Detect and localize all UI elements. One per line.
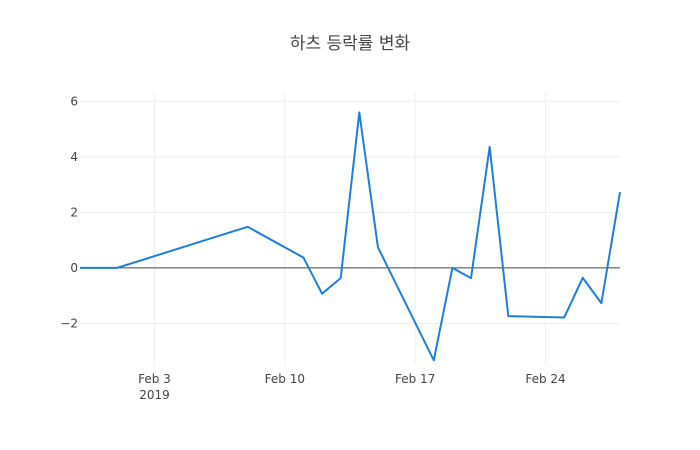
x-axis-ticks: Feb 3 2019 Feb 10 Feb 17 Feb 24 — [138, 372, 566, 402]
x-tick-year-label: 2019 — [139, 388, 170, 402]
y-axis-ticks: −2 0 2 4 6 — [60, 94, 78, 330]
y-tick-label: 4 — [70, 150, 78, 164]
x-tick-label: Feb 24 — [525, 372, 565, 386]
grid-layer — [80, 93, 620, 365]
chart-title: 하츠 등락률 변화 — [290, 34, 411, 54]
series-layer — [80, 111, 621, 362]
x-tick-label: Feb 3 — [138, 372, 171, 386]
y-tick-label: 0 — [70, 261, 78, 275]
series-line — [80, 111, 621, 362]
x-tick-label: Feb 10 — [265, 372, 305, 386]
y-tick-label: −2 — [60, 316, 78, 330]
y-tick-label: 2 — [70, 205, 78, 219]
x-tick-label: Feb 17 — [395, 372, 435, 386]
y-tick-label: 6 — [70, 94, 78, 108]
